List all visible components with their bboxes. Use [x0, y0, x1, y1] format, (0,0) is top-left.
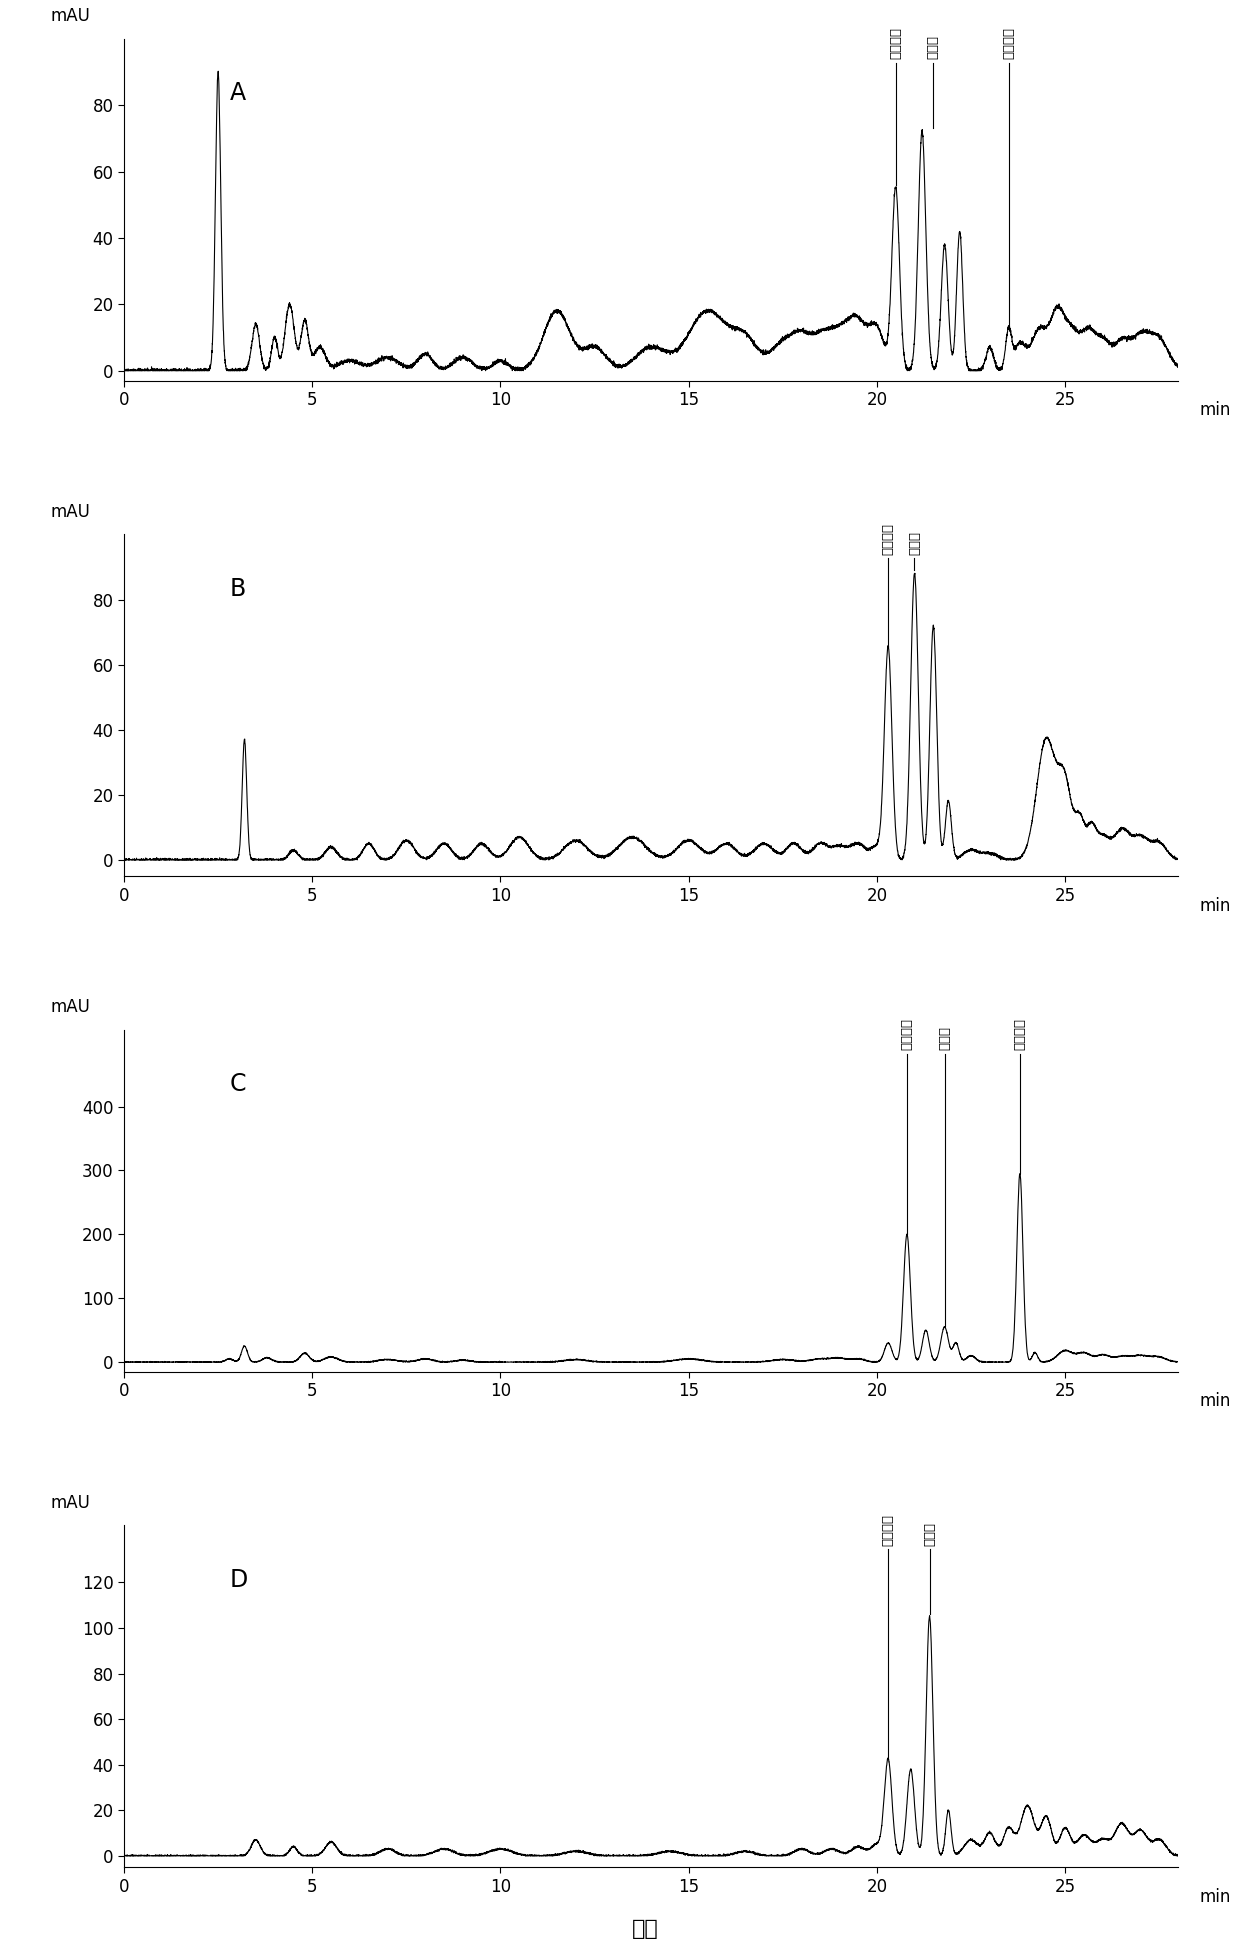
Text: mAU: mAU: [50, 1494, 91, 1511]
Text: 异红草苷: 异红草苷: [900, 1019, 914, 1050]
Text: 异红草苷: 异红草苷: [882, 1513, 894, 1546]
Text: min: min: [1199, 1393, 1230, 1410]
Text: mAU: mAU: [50, 502, 91, 521]
Text: min: min: [1199, 897, 1230, 914]
Text: 异红草苷: 异红草苷: [889, 27, 903, 60]
Text: 荥草苷: 荥草苷: [923, 1523, 936, 1546]
Text: min: min: [1199, 401, 1230, 418]
Text: 阿司巴汀: 阿司巴汀: [1013, 1019, 1027, 1050]
Text: 阿司巴汀: 阿司巴汀: [1002, 27, 1016, 60]
Text: A: A: [229, 82, 246, 105]
Text: 异红草苷: 异红草苷: [882, 523, 894, 554]
Text: 荥草苷: 荥草苷: [926, 35, 940, 60]
Text: B: B: [229, 578, 246, 601]
Text: 荥草苷: 荥草苷: [939, 1027, 951, 1050]
Text: D: D: [229, 1568, 248, 1591]
Text: 分钟: 分钟: [631, 1920, 658, 1939]
Text: min: min: [1199, 1889, 1230, 1906]
Text: mAU: mAU: [50, 998, 91, 1017]
Text: mAU: mAU: [50, 8, 91, 25]
Text: 荥草苷: 荥草苷: [908, 531, 921, 554]
Text: C: C: [229, 1072, 246, 1097]
